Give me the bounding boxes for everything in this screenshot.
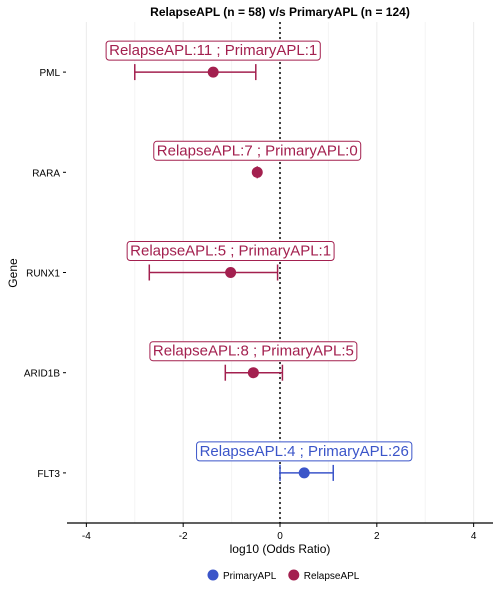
count-label-box — [149, 341, 358, 362]
count-label-box — [126, 241, 335, 261]
axis-layer: PML RARA RUNX1 ARID1B FLT3 -4 -2 0 2 4 — [24, 68, 493, 542]
legend-item: PrimaryAPL — [207, 569, 277, 582]
estimate-point — [225, 267, 237, 278]
count-label-text: RelapseAPL:8 ; PrimaryAPL:5 — [153, 343, 354, 360]
legend-label: RelapseAPL — [304, 571, 360, 582]
y-tick-label: RUNX1 — [26, 269, 60, 280]
count-label: RelapseAPL:8 ; PrimaryAPL:5 — [149, 341, 358, 362]
count-label-text: RelapseAPL:7 ; PrimaryAPL:0 — [157, 142, 358, 159]
y-tick-label: ARID1B — [24, 369, 60, 380]
legend-label: PrimaryAPL — [223, 571, 277, 582]
legend-swatch — [288, 569, 300, 581]
chart-title: RelapseAPL (n = 58) v/s PrimaryAPL (n = … — [150, 5, 410, 19]
count-label: RelapseAPL:4 ; PrimaryAPL:26 — [196, 441, 413, 462]
y-tick-label: FLT3 — [37, 469, 60, 480]
count-label-text: RelapseAPL:5 ; PrimaryAPL:1 — [130, 243, 331, 260]
y-tick-label: PML — [39, 68, 60, 79]
x-axis-title: log10 (Odds Ratio) — [230, 542, 331, 556]
row-arid1b: RelapseAPL:8 ; PrimaryAPL:5 — [149, 341, 358, 381]
y-axis-title: Gene — [6, 258, 20, 288]
legend: PrimaryAPL RelapseAPL — [207, 569, 360, 582]
count-label: RelapseAPL:5 ; PrimaryAPL:1 — [126, 241, 335, 261]
count-label: RelapseAPL:11 ; PrimaryAPL:1 — [105, 40, 321, 61]
count-label-text: RelapseAPL:11 ; PrimaryAPL:1 — [109, 42, 317, 59]
count-label-box — [153, 140, 362, 161]
row-flt3: RelapseAPL:4 ; PrimaryAPL:26 — [196, 441, 413, 481]
row-rara: RelapseAPL:7 ; PrimaryAPL:0 — [153, 140, 362, 179]
x-tick-label: -2 — [179, 531, 188, 542]
estimate-point — [207, 66, 219, 78]
estimate-point — [298, 467, 310, 479]
x-tick-label: -4 — [82, 531, 91, 542]
count-label-box — [105, 40, 321, 61]
x-tick-label: 0 — [277, 531, 283, 542]
count-label-text: RelapseAPL:4 ; PrimaryAPL:26 — [200, 443, 409, 460]
x-tick-label: 4 — [471, 531, 477, 542]
x-tick-label: 2 — [374, 531, 380, 542]
count-label: RelapseAPL:7 ; PrimaryAPL:0 — [153, 140, 362, 161]
estimate-point — [251, 166, 263, 178]
count-label-box — [196, 441, 413, 462]
estimate-point — [247, 367, 259, 379]
legend-swatch — [207, 569, 219, 581]
rows-layer: RelapseAPL:11 ; PrimaryAPL:1 RelapseAPL:7… — [105, 40, 413, 481]
row-pml: RelapseAPL:11 ; PrimaryAPL:1 — [105, 40, 321, 81]
row-runx1: RelapseAPL:5 ; PrimaryAPL:1 — [126, 241, 335, 281]
y-tick-label: RARA — [32, 168, 60, 179]
legend-item: RelapseAPL — [288, 569, 360, 582]
